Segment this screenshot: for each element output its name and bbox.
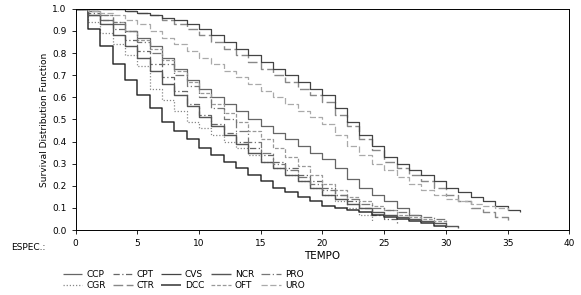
Text: ESPEC.:: ESPEC.: (12, 243, 46, 253)
Y-axis label: Survival Distribution Function: Survival Distribution Function (40, 52, 49, 187)
X-axis label: TEMPO: TEMPO (304, 251, 340, 261)
Legend: CCP, CGR, CPT, CTR, CVS, DCC, NCR, OFT, PRO, URO: CCP, CGR, CPT, CTR, CVS, DCC, NCR, OFT, … (63, 270, 304, 291)
